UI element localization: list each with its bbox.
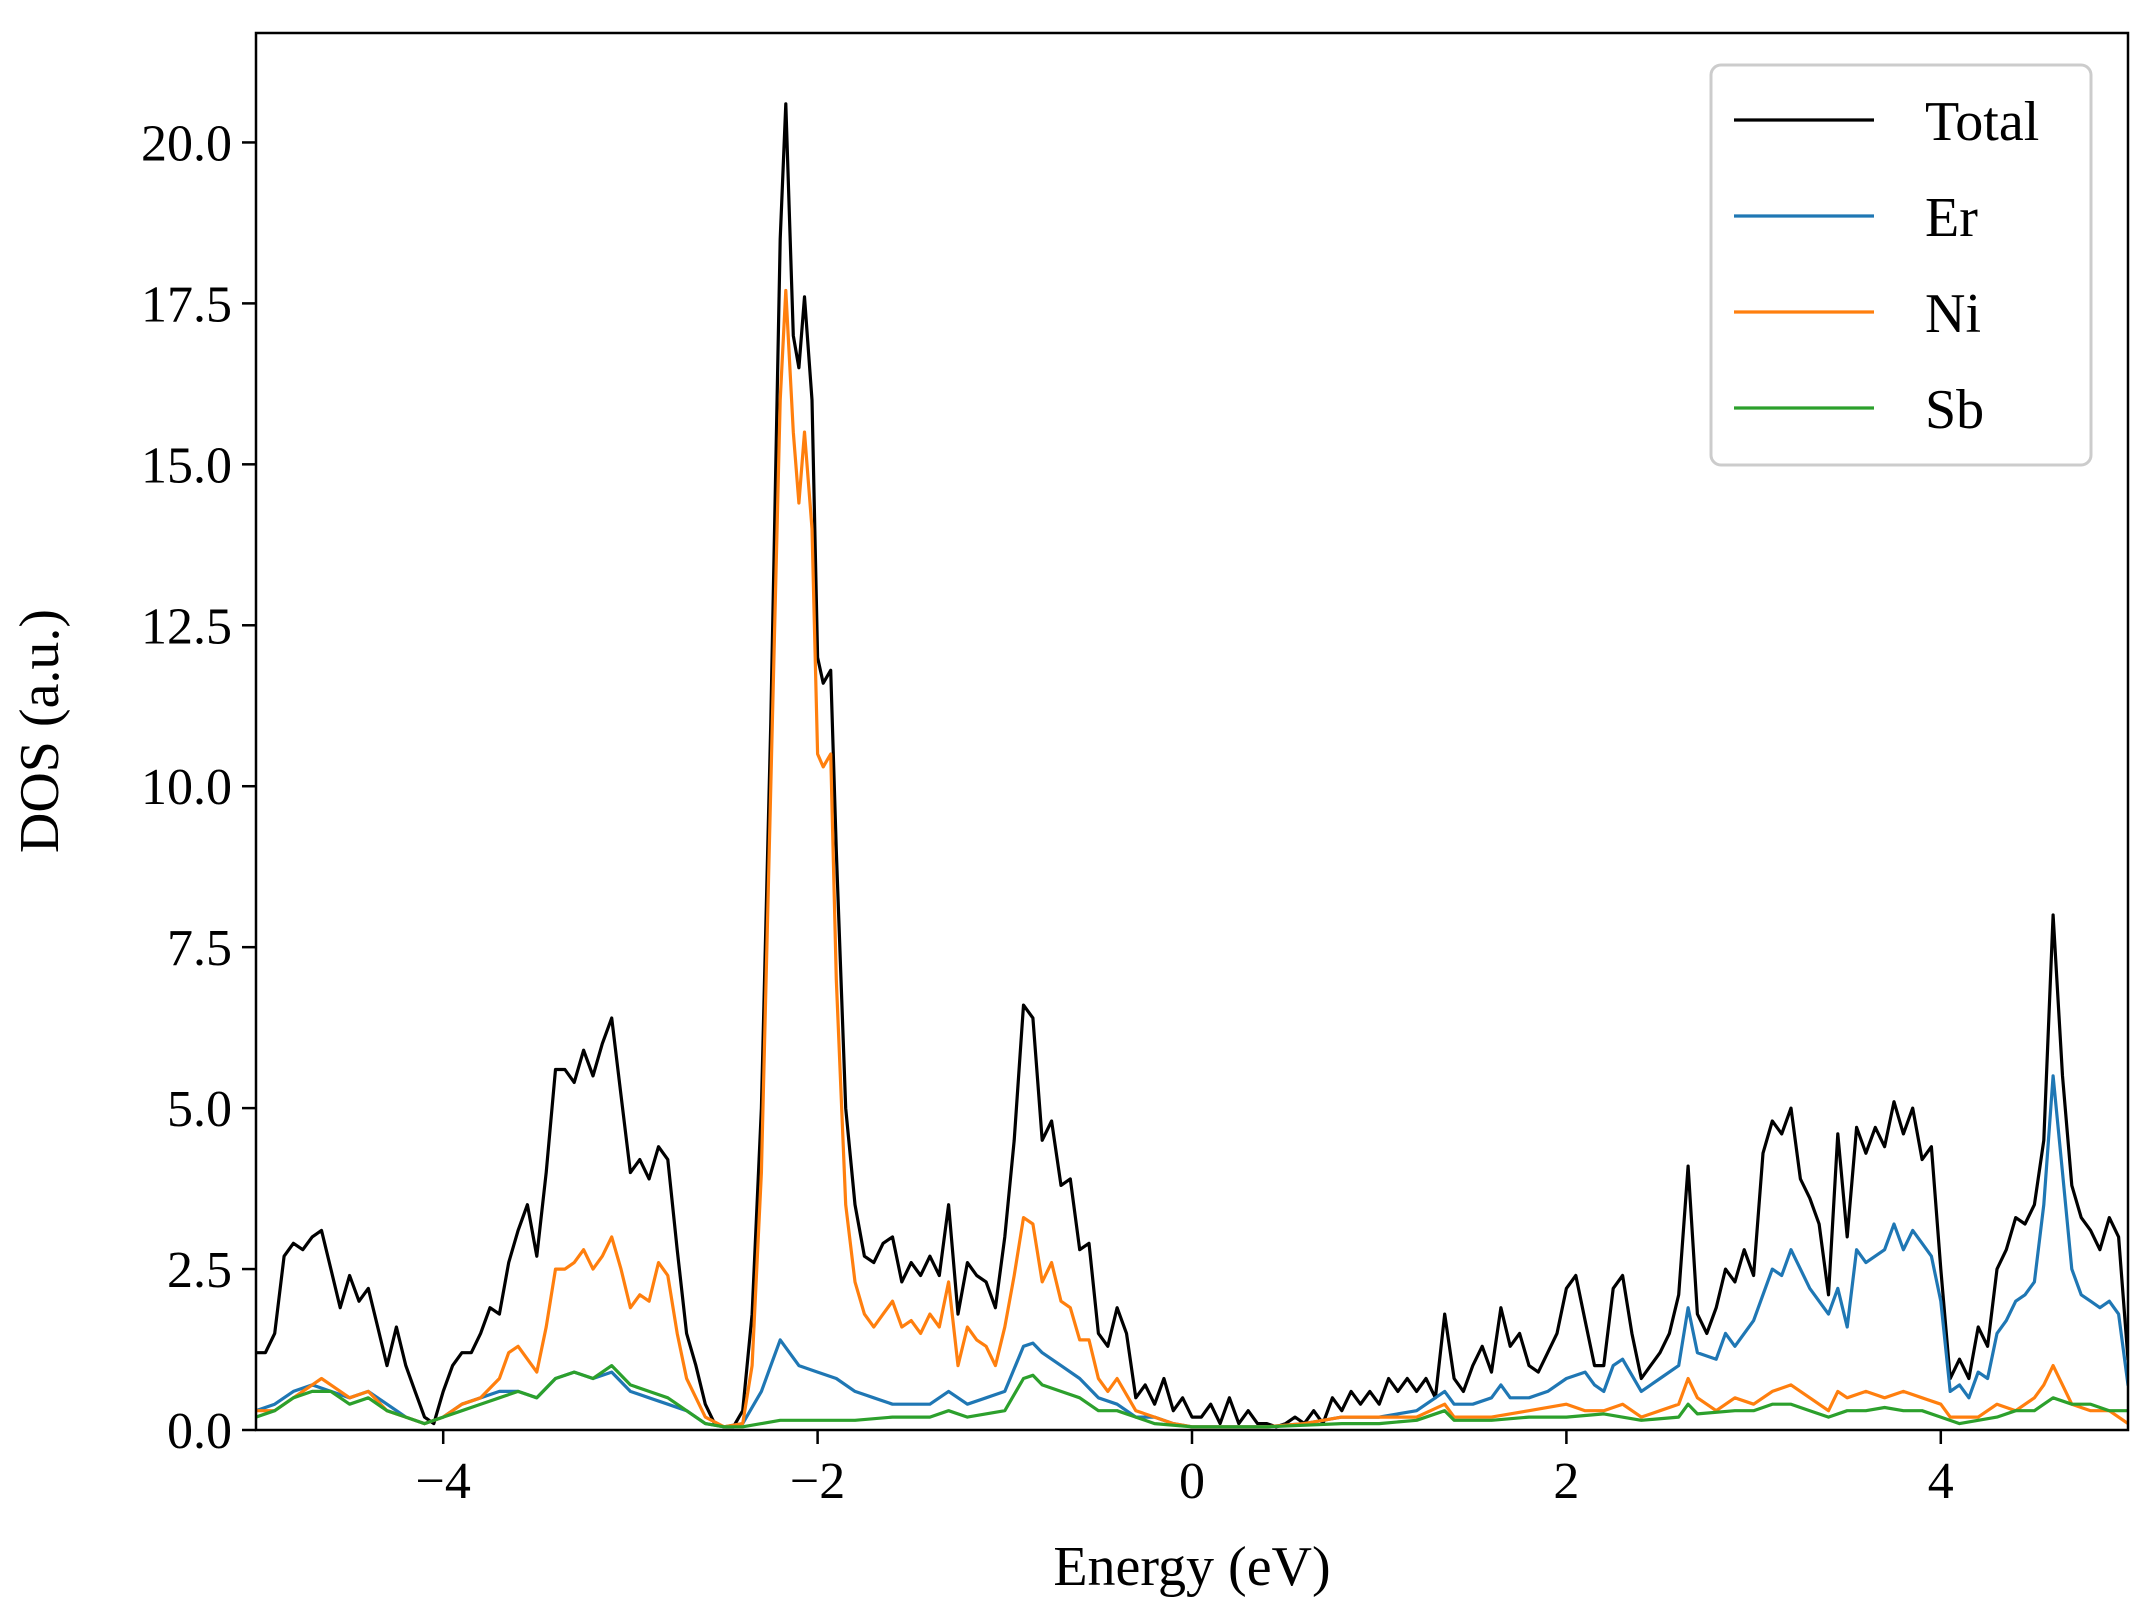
x-tick-label: −4 [416,1453,471,1510]
y-tick-label: 17.5 [141,276,232,333]
x-tick-label: −2 [790,1453,845,1510]
series-line-ni [256,288,2128,1429]
series-line-sb [256,1364,2128,1429]
legend: Total Er Ni Sb [1709,63,2093,467]
y-axis: 0.0 2.5 5.0 7.5 10.0 12.5 15.0 17.5 20.0 [141,115,256,1460]
y-tick-label: 15.0 [141,437,232,494]
y-tick-label: 7.5 [167,920,232,977]
y-tick-label: 20.0 [141,115,232,172]
y-tick-label: 10.0 [141,759,232,816]
series-line-total [256,102,2128,1429]
y-tick-label: 12.5 [141,598,232,655]
series-layer [256,102,2128,1429]
legend-item-sb: Sb [1734,379,1984,441]
y-tick-label: 0.0 [167,1403,232,1460]
legend-item-total: Total [1734,91,2039,153]
legend-label: Er [1925,187,1978,249]
x-axis-label: Energy (eV) [1053,1536,1330,1598]
x-tick-label: 2 [1553,1453,1579,1510]
x-tick-label: 4 [1928,1453,1954,1510]
x-axis: −4 −2 0 2 4 [416,1430,1954,1510]
y-tick-label: 5.0 [167,1081,232,1138]
x-tick-label: 0 [1179,1453,1205,1510]
legend-item-ni: Ni [1734,283,1981,345]
legend-label: Total [1925,91,2039,153]
legend-item-er: Er [1734,187,1978,249]
y-tick-label: 2.5 [167,1242,232,1299]
legend-label: Sb [1925,379,1984,441]
y-axis-label: DOS (a.u.) [9,609,71,853]
legend-box [1709,63,2093,467]
series-line-er [256,1074,2128,1429]
legend-label: Ni [1925,283,1981,345]
